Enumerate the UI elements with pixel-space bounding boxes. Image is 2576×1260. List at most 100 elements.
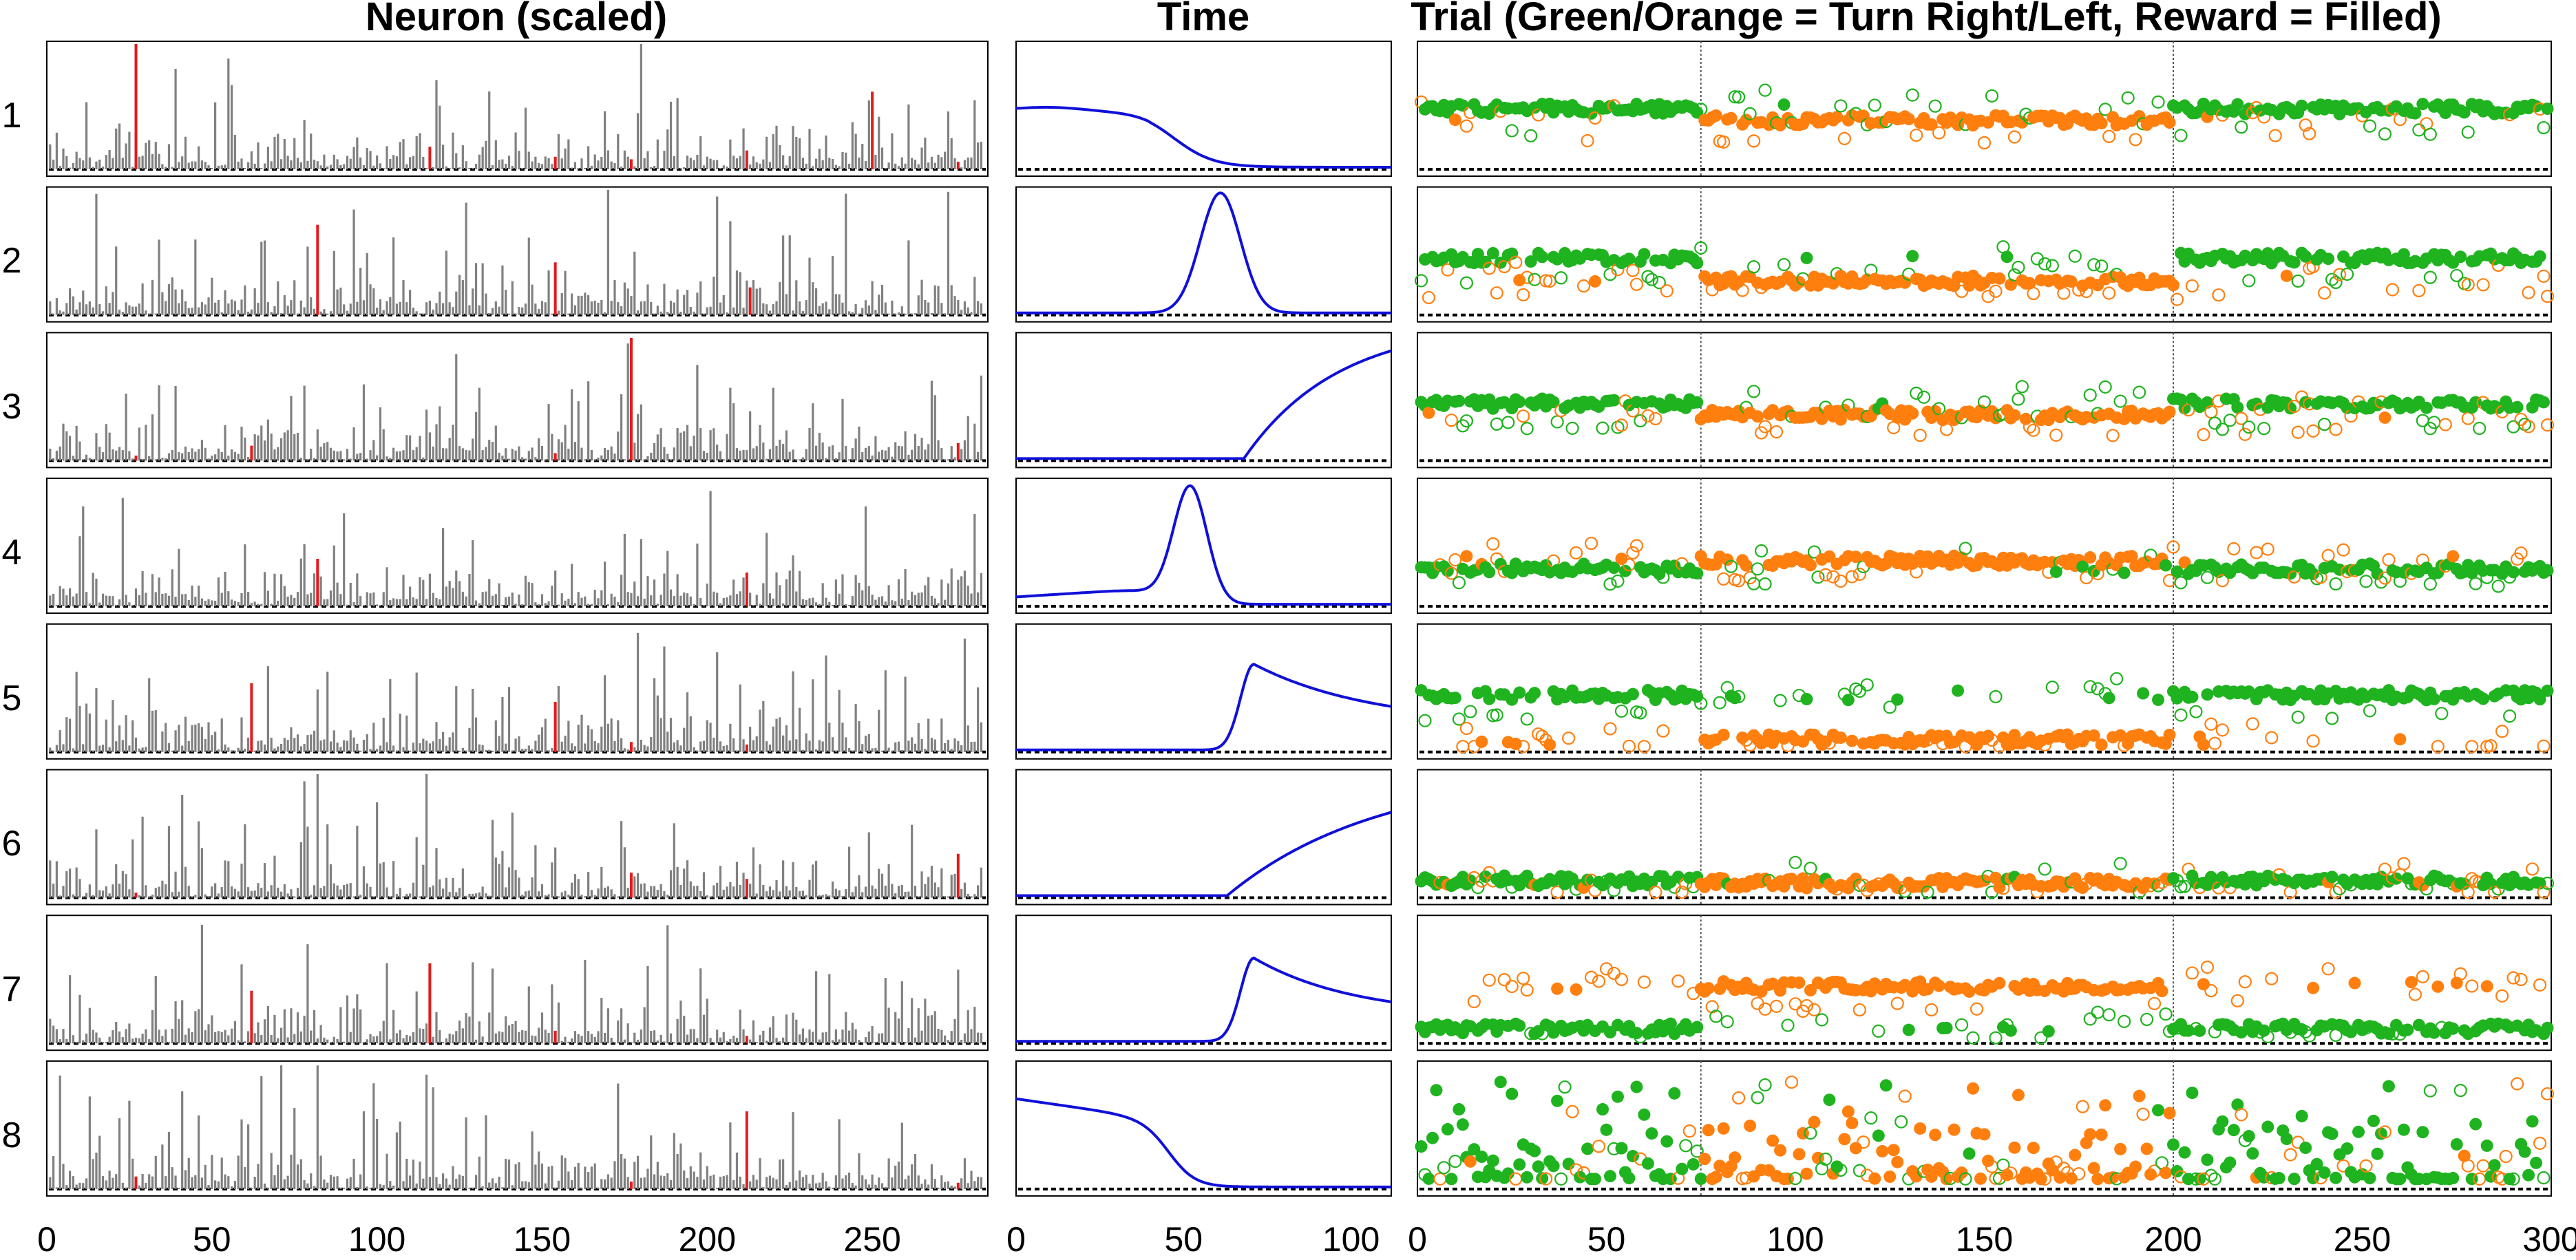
trial-point-rewarded: [1993, 272, 2006, 285]
trial-point-unrewarded: [2215, 423, 2229, 436]
trial-point-rewarded: [2125, 550, 2138, 563]
trial-point-unrewarded: [1694, 241, 1708, 255]
trial-panel-2: [1414, 186, 2555, 323]
trial-point-unrewarded: [1959, 542, 1972, 555]
trial-point-rewarded: [1483, 566, 1496, 579]
trial-point-unrewarded: [1747, 260, 1761, 274]
trial-point-unrewarded: [1656, 570, 1670, 584]
neuron-panel-6-frame: [46, 769, 989, 906]
trial-point-unrewarded: [2215, 723, 2229, 737]
trial-point-unrewarded: [1501, 416, 1515, 429]
trial-point-unrewarded: [2283, 1148, 2297, 1162]
trial-point-unrewarded: [1588, 111, 1602, 125]
trial-point-unrewarded: [1837, 131, 1851, 145]
trial-point-unrewarded: [1966, 1031, 1980, 1045]
trial-point-rewarded: [1906, 407, 1919, 420]
trial-point-rewarded: [2458, 1149, 2471, 1162]
trial-point-rewarded: [2420, 401, 2433, 414]
time-curve-8: [1015, 1097, 1391, 1188]
trial-point-rewarded: [1800, 1167, 1813, 1180]
trial-point-rewarded: [2427, 1026, 2440, 1039]
trial-point-rewarded: [1834, 731, 1847, 744]
trial-point-unrewarded: [2506, 1172, 2520, 1186]
trial-point-unrewarded: [1819, 568, 1833, 581]
trial-point-rewarded: [1618, 564, 1632, 577]
trial-point-unrewarded: [2238, 975, 2252, 989]
trial-point-unrewarded: [1535, 729, 1549, 743]
time-panel-4-frame: [1015, 478, 1392, 615]
trial-point-unrewarded: [2461, 278, 2475, 292]
trial-point-rewarded: [1709, 1171, 1722, 1184]
trial-point-unrewarded: [1754, 544, 1769, 558]
trial-point-unrewarded: [2242, 274, 2256, 288]
trial-point-rewarded: [2087, 1162, 2100, 1175]
trial-point-rewarded: [2307, 981, 2320, 994]
trial-point-rewarded: [2186, 690, 2199, 703]
trial-point-unrewarded: [1819, 1152, 1833, 1166]
trial-point-unrewarded: [1490, 417, 1503, 431]
trial-point-unrewarded: [2185, 279, 2199, 293]
trial-point-unrewarded: [2378, 862, 2392, 876]
trial-panel-8-frame: [1417, 1060, 2552, 1197]
trial-point-unrewarded: [2318, 286, 2332, 300]
trial-point-unrewarded: [1603, 577, 1617, 591]
trial-point-unrewarded: [2238, 427, 2252, 441]
trial-point-unrewarded: [2423, 127, 2437, 141]
trial-point-unrewarded: [1444, 414, 1459, 427]
trial-point-unrewarded: [2174, 880, 2188, 894]
trial-point-unrewarded: [1603, 722, 1617, 736]
trial-point-rewarded: [2197, 978, 2210, 991]
trial-point-rewarded: [2231, 1098, 2244, 1111]
trial-point-unrewarded: [2469, 577, 2482, 590]
trial-point-rewarded: [2114, 1142, 2127, 1155]
trial-point-unrewarded: [2057, 1162, 2071, 1175]
neuron-panel-1-frame: [46, 41, 989, 177]
trial-point-unrewarded: [1811, 570, 1825, 584]
trial-point-unrewarded: [1751, 562, 1764, 576]
trial-point-unrewarded: [1482, 261, 1496, 275]
trial-point-unrewarded: [2132, 385, 2146, 399]
trial-point-rewarded: [2061, 728, 2074, 741]
trial-point-rewarded: [2333, 563, 2346, 576]
trial-point-rewarded: [2363, 1172, 2376, 1185]
trial-point-rewarded: [1607, 562, 1620, 575]
trial-point-rewarded: [1978, 1128, 1991, 1141]
trial-point-rewarded: [1838, 1133, 1851, 1146]
trial-point-unrewarded: [1732, 90, 1746, 104]
trial-point-unrewarded: [2465, 740, 2479, 754]
trial-point-rewarded: [2477, 692, 2490, 705]
trial-point-unrewarded: [1550, 885, 1564, 899]
trial-point-unrewarded: [1788, 997, 1802, 1011]
trial-point-unrewarded: [2045, 259, 2059, 273]
trial-point-rewarded: [1808, 1115, 1821, 1129]
trial-point-rewarded: [2034, 1173, 2047, 1186]
trial-point-unrewarded: [1565, 421, 1579, 435]
trial-point-rewarded: [2280, 269, 2293, 282]
trial-point-rewarded: [2378, 411, 2392, 424]
trial-point-unrewarded: [2208, 416, 2221, 430]
trial-point-unrewarded: [2129, 133, 2142, 147]
trial-point-unrewarded: [2012, 392, 2025, 406]
trial-point-unrewarded: [1758, 1002, 1772, 1016]
trial-point-unrewarded: [2473, 421, 2487, 436]
trial-point-rewarded: [2201, 1153, 2214, 1166]
trial-point-unrewarded: [2265, 972, 2279, 985]
trial-point-rewarded: [1456, 99, 1469, 112]
trial-point-rewarded: [1475, 1150, 1488, 1163]
trial-point-unrewarded: [2465, 979, 2479, 993]
trial-point-unrewarded: [1554, 271, 1568, 285]
time-panel-3-frame: [1015, 332, 1392, 469]
trial-point-rewarded: [2004, 278, 2017, 291]
trial-point-unrewarded: [1868, 98, 1881, 112]
trial-point-unrewarded: [1444, 566, 1459, 580]
trial-point-unrewarded: [1799, 999, 1814, 1013]
trial-point-rewarded: [2541, 1021, 2554, 1034]
row-label-2: 2: [2, 241, 22, 281]
trial-point-rewarded: [2107, 1171, 2120, 1184]
trial-point-rewarded: [2129, 1160, 2142, 1173]
trial-point-rewarded: [1691, 1021, 1704, 1034]
trial-point-unrewarded: [1732, 1091, 1746, 1105]
trial-point-unrewarded: [2288, 399, 2301, 414]
trial-point-rewarded: [1804, 559, 1817, 572]
trial-point-rewarded: [1823, 550, 1836, 563]
